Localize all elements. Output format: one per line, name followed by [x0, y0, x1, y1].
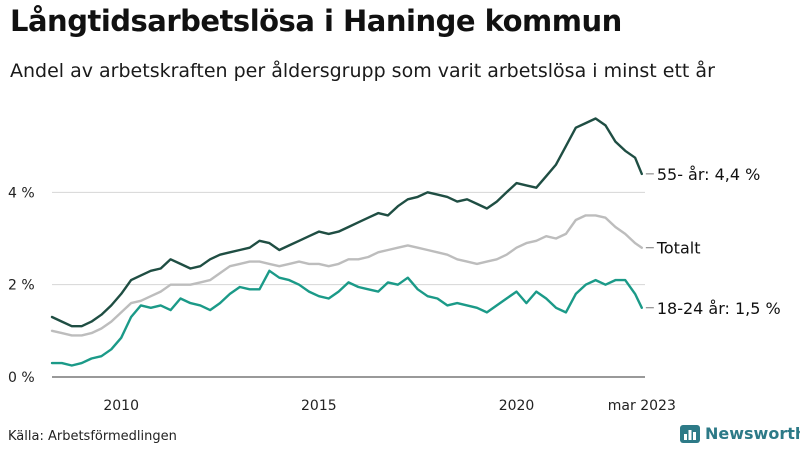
bar-chart-icon — [680, 424, 700, 443]
series-end-label-2: 18-24 år: 1,5 % — [657, 299, 781, 318]
brand-logo: Newsworthy — [680, 424, 800, 443]
series-line-2 — [50, 269, 643, 367]
y-tick-label: 0 % — [8, 370, 35, 386]
source-note: Källa: Arbetsförmedlingen — [8, 429, 177, 444]
x-tick-label: 2010 — [103, 398, 139, 414]
x-tick-label: mar 2023 — [608, 398, 676, 414]
y-tick-label: 4 % — [8, 185, 35, 201]
series-end-label-0: 55- år: 4,4 % — [657, 165, 761, 184]
chart-title: Långtidsarbetslösa i Haninge kommun — [10, 4, 622, 38]
series-end-label-1: Totalt — [656, 239, 701, 258]
series-end-labels: 55- år: 4,4 % Totalt 18-24 år: 1,5 % — [645, 165, 781, 318]
x-tick-label: 2015 — [301, 398, 337, 414]
y-tick-label: 2 % — [8, 278, 35, 294]
series-lines — [50, 117, 643, 367]
series-line-0 — [50, 117, 643, 328]
chart-subtitle: Andel av arbetskraften per åldersgrupp s… — [10, 60, 715, 82]
grid: 0 % 2 % 4 % — [8, 185, 645, 386]
x-axis-ticks: 2010 2015 2020 mar 2023 — [103, 398, 676, 414]
brand-name: Newsworthy — [705, 424, 800, 443]
series-line-1 — [50, 214, 643, 337]
x-tick-label: 2020 — [499, 398, 535, 414]
